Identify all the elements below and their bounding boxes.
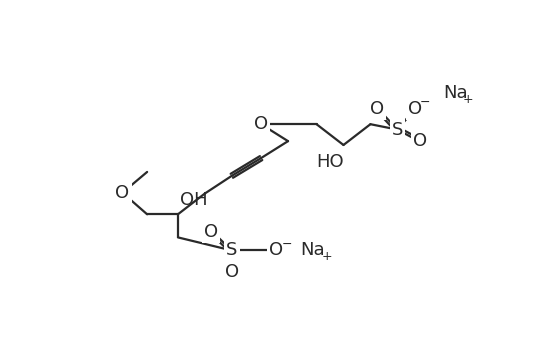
Text: −: − (281, 238, 292, 251)
Text: O: O (270, 241, 284, 260)
Text: HO: HO (316, 153, 343, 171)
Text: O: O (225, 263, 239, 281)
Text: O: O (370, 100, 384, 118)
Text: Na: Na (300, 241, 325, 260)
Text: O: O (414, 132, 427, 150)
Text: O: O (116, 184, 130, 202)
Text: S: S (226, 241, 238, 260)
Text: O: O (254, 115, 268, 133)
Text: Na: Na (443, 84, 467, 102)
Text: O: O (408, 100, 422, 118)
Text: OH: OH (179, 192, 207, 209)
Text: +: + (462, 93, 473, 106)
Text: S: S (392, 121, 403, 139)
Text: −: − (420, 96, 430, 109)
Text: O: O (204, 223, 218, 241)
Text: +: + (321, 250, 332, 263)
